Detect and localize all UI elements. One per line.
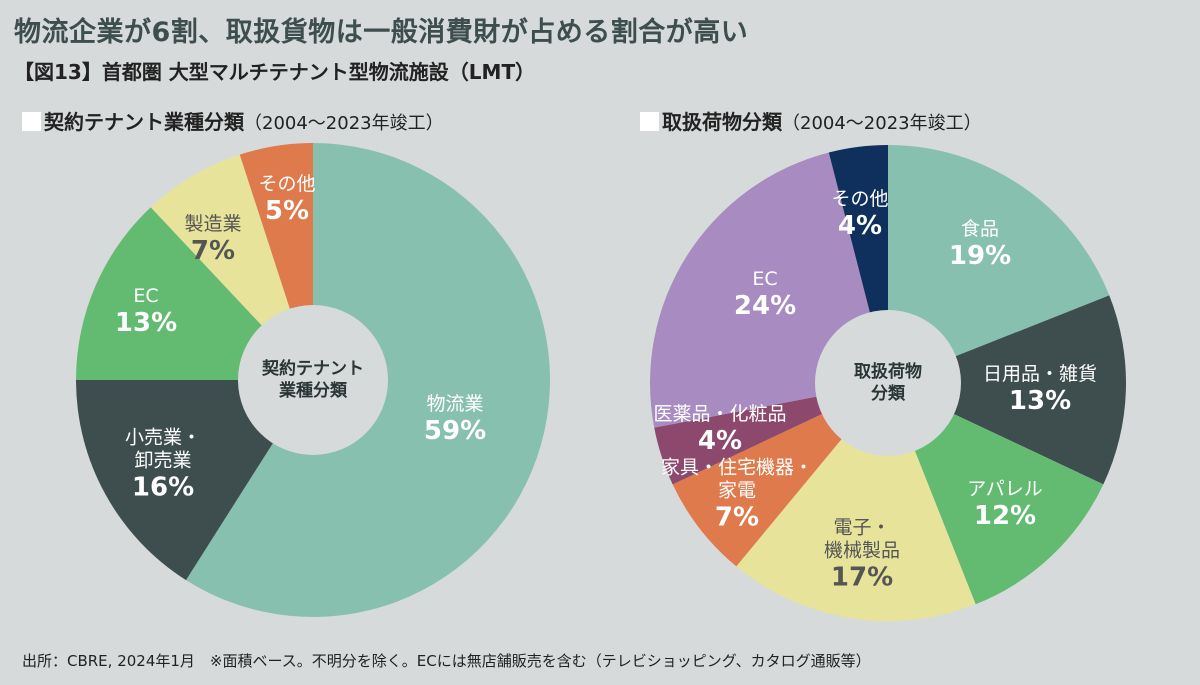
- slice-label: 物流業 59%: [424, 393, 486, 447]
- category-label: EC: [133, 285, 159, 308]
- left-chart-heading: 契約テナント業種分類（2004〜2023年竣工）: [22, 106, 444, 135]
- figure-title: 【図13】首都圏 大型マルチテナント型物流施設（LMT）: [14, 60, 536, 84]
- slice-0-1: [76, 380, 313, 581]
- slice-label: 日用品・雑貨 13%: [983, 363, 1097, 417]
- value-label: 4%: [697, 425, 743, 456]
- value-label: 7%: [714, 502, 760, 533]
- value-label: 17%: [830, 562, 894, 593]
- left-chart-period: （2004〜2023年竣工）: [244, 113, 444, 134]
- slice-label: 食品 19%: [949, 218, 1011, 272]
- value-label: 24%: [733, 290, 797, 321]
- category-label: その他: [258, 173, 316, 196]
- slice-label: 小売業・ 卸売業 16%: [125, 427, 201, 504]
- donut-hole: [815, 310, 961, 456]
- square-bullet-icon: [640, 112, 659, 131]
- slice-label: EC 13%: [115, 285, 177, 339]
- value-label: 7%: [190, 235, 236, 266]
- right-chart-heading: 取扱荷物分類（2004〜2023年竣工）: [640, 106, 982, 135]
- value-label: 16%: [131, 472, 195, 503]
- slice-label: 電子・ 機械製品 17%: [824, 517, 900, 594]
- category-label: 電子・ 機械製品: [823, 516, 901, 562]
- category-label: 食品: [960, 218, 1000, 241]
- slice-label: アパレル 12%: [967, 478, 1043, 532]
- headline: 物流企業が6割、取扱貨物は一般消費財が占める割合が高い: [14, 17, 749, 48]
- left-chart-title: 契約テナント業種分類: [44, 110, 244, 134]
- slice-label: 製造業 7%: [184, 213, 241, 267]
- center-label: 取扱荷物 分類: [854, 361, 922, 404]
- slice-1-1: [888, 295, 1126, 485]
- source-note: 出所：CBRE, 2024年1月 ※面積ベース。不明分を除く。ECには無店舗販売…: [22, 652, 871, 670]
- slice-label: 医薬品・化粧品 4%: [653, 403, 786, 457]
- slice-label: その他 5%: [258, 173, 315, 227]
- slice-1-3: [736, 383, 976, 622]
- category-label: EC: [752, 268, 778, 291]
- slice-1-0: [888, 145, 1110, 383]
- donut-hole: [238, 305, 388, 455]
- value-label: 13%: [1008, 385, 1072, 416]
- value-label: 13%: [114, 307, 178, 338]
- value-label: 4%: [837, 210, 883, 241]
- category-label: 製造業: [184, 213, 242, 236]
- value-label: 59%: [423, 415, 487, 446]
- category-label: その他: [831, 188, 889, 211]
- category-label: アパレル: [967, 478, 1043, 501]
- square-bullet-icon: [22, 112, 41, 131]
- category-label: 医薬品・化粧品: [653, 403, 787, 426]
- category-label: 日用品・雑貨: [982, 363, 1098, 386]
- right-chart-title: 取扱荷物分類: [662, 110, 782, 134]
- right-chart-period: （2004〜2023年竣工）: [782, 113, 982, 134]
- category-label: 物流業: [426, 393, 484, 416]
- value-label: 5%: [264, 195, 310, 226]
- center-label: 契約テナント 業種分類: [262, 358, 364, 401]
- value-label: 12%: [973, 500, 1037, 531]
- category-label: 家具・住宅機器・ 家電: [660, 456, 814, 502]
- slice-1-2: [888, 383, 1104, 605]
- slice-label: その他 4%: [831, 188, 888, 242]
- slice-label: EC 24%: [734, 268, 796, 322]
- value-label: 19%: [948, 240, 1012, 271]
- category-label: 小売業・ 卸売業: [124, 426, 202, 472]
- slice-label: 家具・住宅機器・ 家電 7%: [661, 457, 813, 534]
